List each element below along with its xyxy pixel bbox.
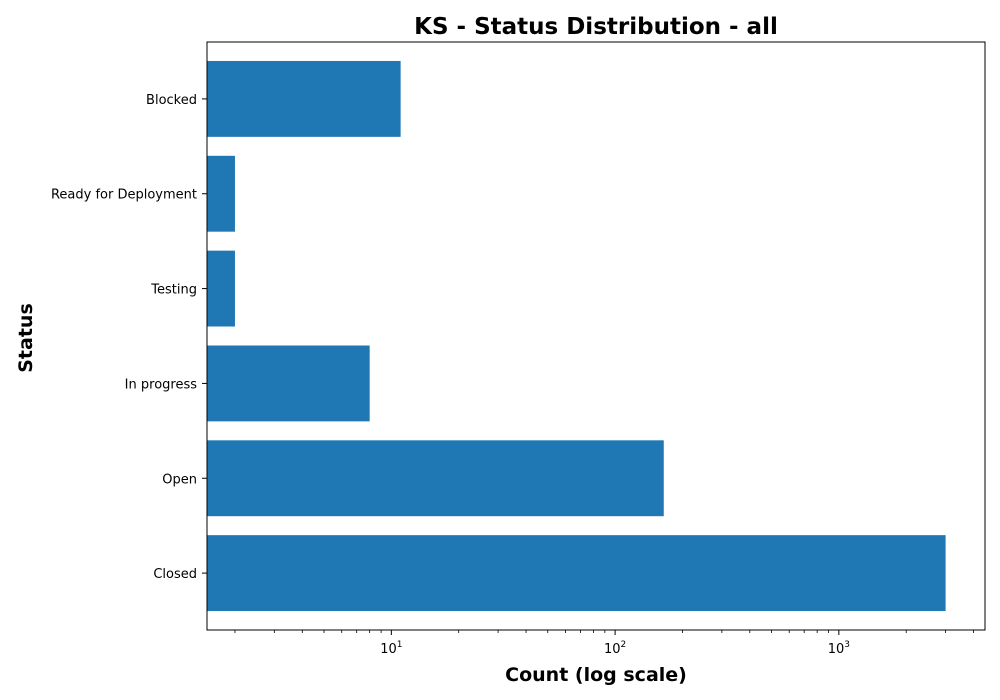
y-tick-label: Blocked xyxy=(146,93,197,108)
chart-title: KS - Status Distribution - all xyxy=(414,14,778,40)
x-tick-label: 101 xyxy=(380,640,402,657)
bar-closed xyxy=(207,535,946,612)
y-tick-label: Testing xyxy=(150,283,197,298)
bar-ready-for-deployment xyxy=(207,155,235,232)
plot-area: Blocked Ready for Deployment Testing In pro… xyxy=(51,41,986,657)
plot-frame xyxy=(206,41,986,631)
y-tick-label: Closed xyxy=(153,567,197,582)
y-tick-label: Ready for Deployment xyxy=(51,188,197,203)
bar-open xyxy=(207,440,664,517)
bar-blocked xyxy=(207,60,401,137)
bar-testing xyxy=(207,250,235,327)
x-tick-label: 103 xyxy=(828,640,850,657)
y-tick-label: In progress xyxy=(125,377,198,392)
x-axis-label: Count (log scale) xyxy=(505,664,687,686)
y-axis-label: Status xyxy=(15,303,37,373)
y-tick-label: Open xyxy=(162,472,197,487)
bar-in-progress xyxy=(207,345,370,422)
x-tick-label: 102 xyxy=(604,640,626,657)
